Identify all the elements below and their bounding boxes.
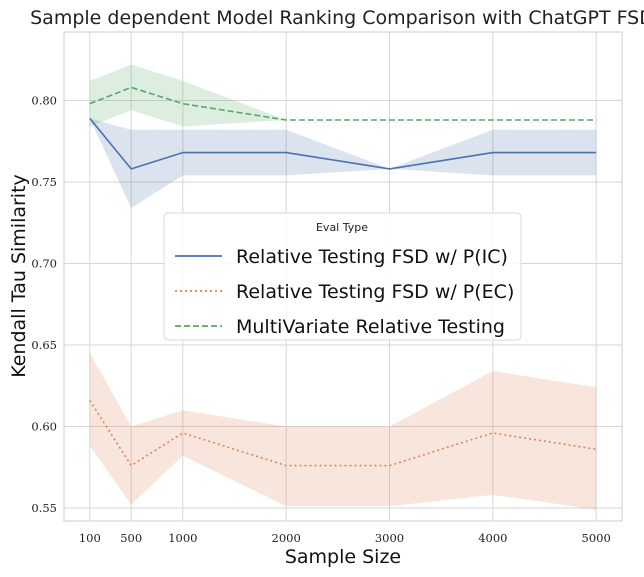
series-line-3 [89,86,597,121]
y-tick-label: 0.80 [31,93,57,107]
x-tick-label: 2000 [272,531,301,545]
x-tick-label: 100 [79,531,101,545]
confidence-bands [89,64,597,510]
legend: Eval Type Relative Testing FSD w/ P(IC)R… [163,212,522,341]
y-axis-label: Kendall Tau Similarity [8,174,30,378]
x-tick-label: 4000 [478,531,507,545]
y-tick-label: 0.55 [31,501,57,515]
y-tick-label: 0.60 [31,419,57,433]
x-tick-label: 1000 [168,531,197,545]
series-line-1 [89,117,597,170]
confidence-band-2 [89,353,597,510]
confidence-band-1 [89,118,597,208]
legend-label-2: Relative Testing FSD w/ P(EC) [236,281,514,303]
y-tick-label: 0.70 [31,256,57,270]
legend-label-1: Relative Testing FSD w/ P(IC) [236,246,508,268]
series-lines [89,86,597,467]
grid [64,32,622,521]
series-line-2 [89,399,597,467]
x-axis-ticks: 100 500 1000 2000 3000 4000 5000 [79,531,611,545]
y-tick-label: 0.65 [31,338,57,352]
y-tick-label: 0.75 [31,175,57,189]
legend-title: Eval Type [316,221,368,234]
legend-label-3: MultiVariate Relative Testing [236,316,505,338]
x-tick-label: 5000 [582,531,611,545]
y-axis-ticks: 0.55 0.60 0.65 0.70 0.75 0.80 [31,93,57,514]
legend-items: Relative Testing FSD w/ P(IC) Relative Te… [175,246,514,338]
x-axis-label: Sample Size [285,546,401,568]
x-tick-label: 500 [120,531,142,545]
x-tick-label: 3000 [375,531,404,545]
legend-box [163,212,522,341]
chart-title: Sample dependent Model Ranking Compariso… [30,7,644,29]
confidence-band-3 [89,64,597,127]
